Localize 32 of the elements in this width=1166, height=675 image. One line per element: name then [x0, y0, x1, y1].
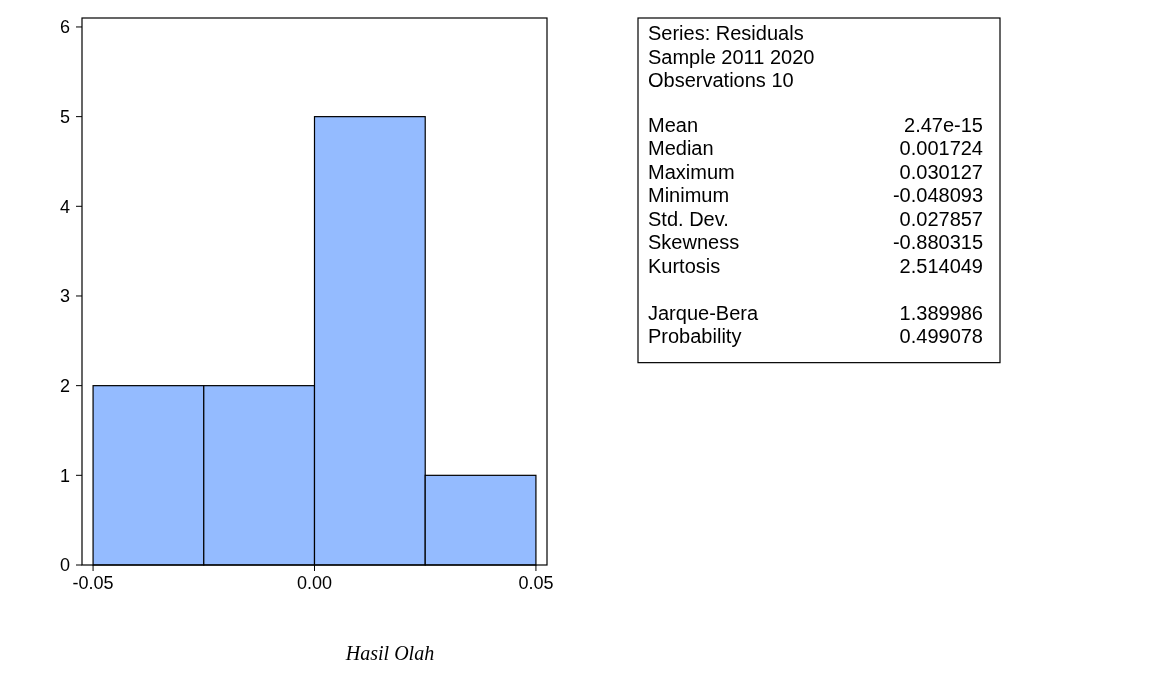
text: -0.048093	[892, 184, 983, 207]
category-label: Median	[648, 137, 714, 160]
category-label: Std. Dev.	[648, 207, 729, 230]
y-tick-label: 1	[59, 465, 70, 486]
text: 0.027857	[899, 207, 983, 230]
text: 0.499078	[899, 325, 983, 348]
text: Sample 2011 2020	[648, 45, 815, 68]
category-label: Mean	[648, 113, 699, 136]
x-tick-label: 0.00	[296, 573, 333, 593]
y-tick-label: 0	[59, 555, 70, 576]
category-label: Kurtosis	[648, 254, 721, 277]
x-tick-label: -0.05	[72, 573, 114, 593]
text: -0.880315	[892, 231, 983, 254]
y-tick-label: 3	[59, 286, 70, 307]
y-tick-label: 4	[59, 196, 70, 217]
category-label: Skewness	[648, 231, 740, 254]
text: 0.030127	[899, 160, 983, 183]
y-tick-label: 6	[59, 17, 70, 38]
text: Hasil Olah	[344, 642, 435, 664]
y-tick-label: 2	[59, 375, 70, 396]
category-label: Jarque-Bera	[648, 301, 759, 324]
category-label: Minimum	[648, 184, 730, 207]
category-label: Maximum	[648, 160, 735, 183]
y-tick-label: 5	[59, 106, 70, 127]
text: 0.001724	[899, 137, 983, 160]
text: Series: Residuals	[648, 22, 804, 44]
text: 2.514049	[899, 254, 983, 277]
text: 1.389986	[899, 301, 983, 324]
text: Observations 10	[648, 69, 794, 91]
category-label: Probability	[648, 325, 742, 348]
text: 2.47e-15	[904, 113, 983, 136]
x-tick-label: 0.05	[518, 573, 554, 593]
